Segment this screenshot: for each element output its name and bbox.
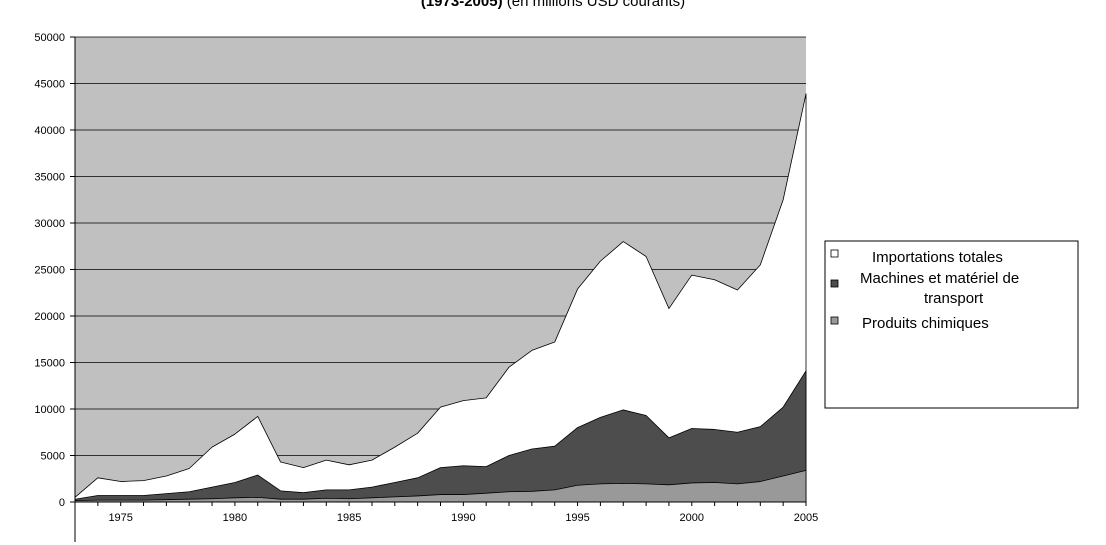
legend-label-importations-totales: Importations totales bbox=[872, 249, 1003, 266]
legend-label-machines-line1: Machines et matériel de bbox=[860, 270, 1019, 287]
chart-title-bold: (1973-2005) bbox=[421, 0, 503, 10]
y-tick-label-9: 45000 bbox=[34, 79, 65, 91]
x-tick-label-1995: 1995 bbox=[565, 512, 589, 524]
area-importations-totales bbox=[74, 93, 807, 503]
x-tick-label-1975: 1975 bbox=[108, 512, 132, 524]
area-machines-et-materiel-de-transport bbox=[74, 370, 807, 503]
legend-swatch-importations-totales bbox=[830, 249, 839, 258]
legend-label-produits-chimiques: Produits chimiques bbox=[862, 315, 989, 332]
y-tick-label-3: 15000 bbox=[34, 358, 65, 370]
legend: Importations totales Machines et matérie… bbox=[824, 240, 1079, 409]
legend-label-machines-line2: transport bbox=[924, 290, 984, 307]
x-tick-label-1980: 1980 bbox=[223, 512, 247, 524]
y-tick-label-6: 30000 bbox=[34, 218, 65, 230]
x-tick-label-1985: 1985 bbox=[337, 512, 361, 524]
y-tick-label-10: 50000 bbox=[34, 32, 65, 44]
x-tick-labels: 1975 1980 1985 1990 1995 2000 2005 bbox=[108, 512, 818, 524]
legend-box bbox=[824, 240, 1079, 409]
axes bbox=[70, 36, 807, 542]
chart-title-rest: (en millions USD courants) bbox=[503, 0, 686, 10]
area-produits-chimiques bbox=[74, 469, 807, 503]
y-tick-label-7: 35000 bbox=[34, 172, 65, 184]
y-tick-label-2: 10000 bbox=[34, 404, 65, 416]
x-tick-label-1990: 1990 bbox=[451, 512, 475, 524]
area-series bbox=[74, 93, 807, 503]
legend-swatch-produits-chimiques bbox=[830, 316, 839, 325]
y-tick-label-4: 20000 bbox=[34, 311, 65, 323]
y-tick-label-1: 5000 bbox=[41, 451, 65, 463]
chart-title: (1973-2005) (en millions USD courants) bbox=[421, 0, 685, 10]
y-tick-label-8: 40000 bbox=[34, 125, 65, 137]
x-tick-label-2005: 2005 bbox=[794, 512, 818, 524]
y-tick-label-5: 25000 bbox=[34, 265, 65, 277]
x-tick-label-2000: 2000 bbox=[680, 512, 704, 524]
legend-swatch-machines bbox=[830, 279, 839, 288]
y-tick-label-0: 0 bbox=[59, 497, 65, 509]
y-tick-labels: 0 5000 10000 15000 20000 25000 30000 35000 40000… bbox=[34, 32, 65, 509]
